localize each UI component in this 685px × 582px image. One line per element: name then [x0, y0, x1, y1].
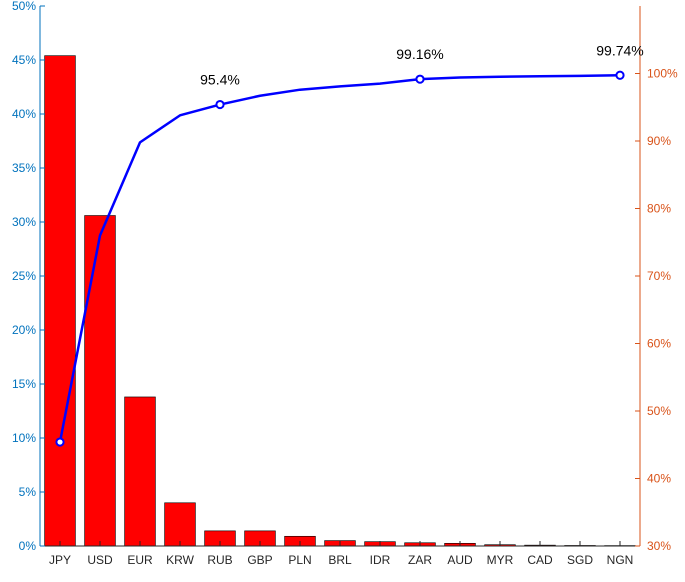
bar-krw [164, 502, 196, 547]
annotation-rub: 95.4% [200, 72, 240, 88]
x-tick-label-usd: USD [87, 553, 113, 567]
left-tick-label: 50% [12, 0, 36, 13]
x-tick-label-gbp: GBP [247, 553, 272, 567]
left-tick-label: 0% [19, 539, 37, 553]
left-tick-label: 30% [12, 215, 36, 229]
x-tick-label-rub: RUB [207, 553, 232, 567]
cumulative-line [58, 74, 621, 443]
bar-jpy [44, 55, 76, 547]
marker-ngn [615, 70, 625, 80]
x-tick-label-cad: CAD [527, 553, 553, 567]
x-tick-label-krw: KRW [166, 553, 194, 567]
left-tick-label: 40% [12, 107, 36, 121]
marker-zar [415, 74, 425, 84]
x-tick-label-jpy: JPY [49, 553, 71, 567]
right-tick-label: 70% [647, 269, 671, 283]
left-tick-label: 10% [12, 431, 36, 445]
x-tick-label-eur: EUR [127, 553, 153, 567]
x-tick-label-zar: ZAR [408, 553, 432, 567]
left-tick-label: 15% [12, 377, 36, 391]
annotations: 95.4% 99.16% 99.74% [200, 42, 644, 87]
x-tick-label-myr: MYR [487, 553, 514, 567]
annotation-ngn: 99.74% [596, 42, 643, 58]
marker-jpy [55, 437, 65, 447]
right-tick-label: 50% [647, 404, 671, 418]
axes: 0% 5% 10% 15% 20% 25% 30% 35% 40% 45% 50% 30% 40% 50%… [12, 0, 678, 567]
x-tick-label-idr: IDR [370, 553, 391, 567]
left-tick-label: 25% [12, 269, 36, 283]
right-tick-label: 60% [647, 337, 671, 351]
bar-series [44, 55, 636, 547]
x-tick-label-brl: BRL [328, 553, 352, 567]
cumulative-line-series [55, 70, 625, 447]
marker-rub [215, 99, 225, 110]
right-tick-label: 80% [647, 202, 671, 216]
left-tick-label: 20% [12, 323, 36, 337]
x-tick-label-sgd: SGD [567, 553, 593, 567]
x-tick-label-aud: AUD [447, 553, 473, 567]
right-tick-label: 30% [647, 539, 671, 553]
right-tick-label: 100% [647, 67, 678, 81]
right-tick-label: 40% [647, 472, 671, 486]
left-tick-label: 45% [12, 53, 36, 67]
x-tick-label-ngn: NGN [607, 553, 634, 567]
right-tick-label: 90% [647, 134, 671, 148]
left-tick-label: 35% [12, 161, 36, 175]
x-tick-label-pln: PLN [288, 553, 311, 567]
bar-eur [124, 396, 156, 547]
left-tick-label: 5% [19, 485, 37, 499]
annotation-zar: 99.16% [396, 46, 443, 62]
bar-usd [84, 215, 116, 547]
